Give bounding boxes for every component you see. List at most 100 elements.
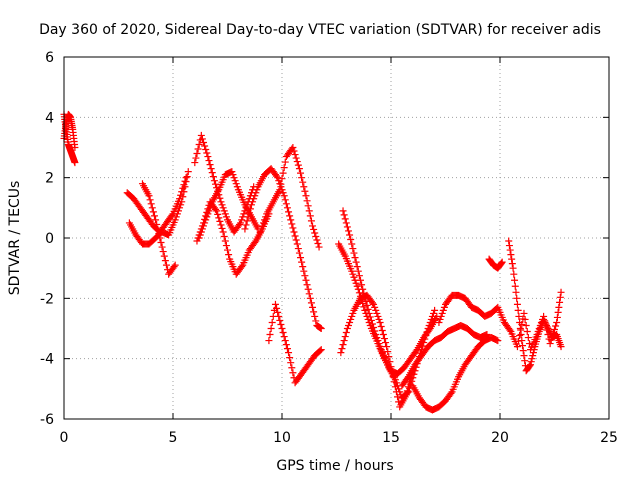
data-point xyxy=(159,248,167,256)
data-point xyxy=(219,204,227,212)
data-point xyxy=(291,151,299,159)
data-point xyxy=(520,352,528,360)
data-point xyxy=(540,317,548,325)
data-point xyxy=(352,279,360,287)
data-point xyxy=(274,308,282,316)
data-point xyxy=(271,300,279,308)
data-point xyxy=(506,326,514,334)
data-point xyxy=(526,362,534,370)
data-point xyxy=(309,222,317,230)
data-point xyxy=(382,339,390,347)
data-point xyxy=(183,173,191,181)
data-point xyxy=(267,325,275,332)
data-point xyxy=(246,205,254,213)
data-point xyxy=(297,169,305,177)
data-point xyxy=(375,340,383,348)
series-trace-j xyxy=(256,144,323,251)
data-point xyxy=(363,301,371,309)
data-point xyxy=(306,294,314,302)
data-point xyxy=(179,193,187,201)
data-point xyxy=(391,376,399,384)
data-point xyxy=(218,201,226,209)
data-point xyxy=(249,198,257,206)
data-point xyxy=(195,231,203,239)
data-point xyxy=(552,322,560,330)
y-tick-label: 0 xyxy=(45,231,54,247)
data-point xyxy=(431,306,439,314)
series-trace-o xyxy=(398,321,491,390)
data-point xyxy=(425,321,433,329)
data-point xyxy=(282,341,290,349)
data-point xyxy=(354,267,362,275)
data-point xyxy=(362,297,370,305)
data-point xyxy=(508,255,516,263)
data-point xyxy=(204,205,212,213)
data-point xyxy=(168,211,176,219)
data-point xyxy=(426,318,434,326)
data-point xyxy=(380,335,388,343)
data-point xyxy=(147,200,155,208)
data-point xyxy=(519,342,527,350)
data-point xyxy=(265,337,273,345)
data-point xyxy=(353,263,361,271)
data-point xyxy=(375,315,383,323)
data-point xyxy=(243,217,251,225)
x-tick-label: 0 xyxy=(60,430,69,446)
data-point xyxy=(252,189,260,197)
data-point xyxy=(344,321,352,329)
data-point xyxy=(343,223,351,231)
data-point xyxy=(342,329,350,337)
data-point xyxy=(396,388,404,396)
data-point xyxy=(153,220,161,228)
data-point xyxy=(368,299,376,307)
data-point xyxy=(202,146,210,154)
data-point xyxy=(509,264,517,272)
data-point xyxy=(170,263,178,271)
data-point xyxy=(447,389,455,397)
data-point xyxy=(238,263,246,271)
data-point xyxy=(309,303,317,311)
data-point xyxy=(361,293,369,301)
data-point xyxy=(291,232,299,240)
data-point xyxy=(181,183,189,191)
data-point xyxy=(544,325,552,332)
data-point xyxy=(377,346,385,354)
data-point xyxy=(530,346,538,354)
data-point xyxy=(313,236,321,244)
data-point xyxy=(383,343,391,351)
data-point xyxy=(220,207,228,215)
data-point xyxy=(288,220,296,228)
data-point xyxy=(201,142,209,150)
data-point xyxy=(221,237,229,245)
data-point xyxy=(277,320,285,328)
data-point xyxy=(403,389,411,397)
data-point xyxy=(395,385,403,393)
data-point xyxy=(208,169,216,177)
data-point xyxy=(290,147,298,155)
y-axis-label: SDTVAR / TECUs xyxy=(7,181,23,296)
data-point xyxy=(300,183,308,191)
data-point xyxy=(219,228,227,236)
series-trace-s xyxy=(505,237,565,375)
data-point xyxy=(372,306,380,314)
data-point xyxy=(300,267,308,275)
data-point xyxy=(516,318,524,326)
data-series xyxy=(60,110,565,414)
data-point xyxy=(368,320,376,328)
data-point xyxy=(298,174,306,182)
data-point xyxy=(515,312,523,320)
data-point xyxy=(543,321,551,329)
data-point xyxy=(285,349,293,357)
x-tick-label: 5 xyxy=(169,430,178,446)
data-point xyxy=(281,337,289,345)
data-point xyxy=(528,355,536,363)
data-point xyxy=(527,358,535,366)
data-point xyxy=(553,313,561,321)
data-point xyxy=(194,145,202,153)
data-point xyxy=(348,267,356,275)
data-point xyxy=(338,345,346,353)
data-point xyxy=(494,337,502,345)
data-point xyxy=(200,138,208,146)
data-point xyxy=(306,212,314,220)
